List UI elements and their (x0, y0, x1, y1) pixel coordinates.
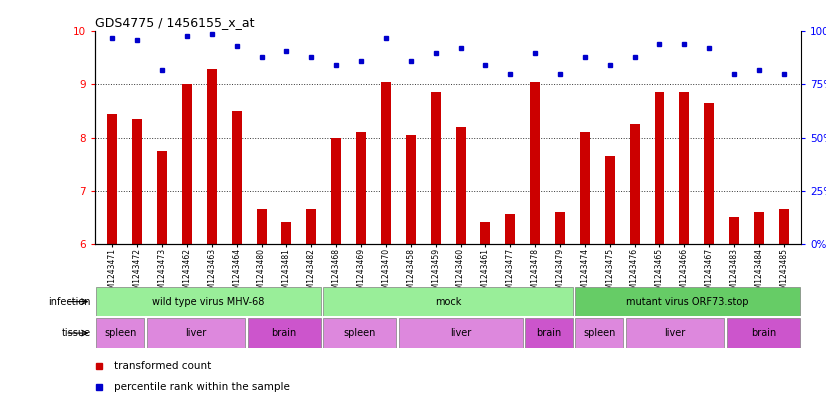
Bar (525, 318, 573, 348)
Bar (727, 318, 800, 348)
Bar (576, 318, 624, 348)
Bar (406, 135, 415, 244)
Text: liver: liver (450, 328, 472, 338)
Bar (654, 92, 664, 244)
Bar (555, 212, 565, 244)
Bar (629, 124, 639, 244)
Text: brain: brain (536, 328, 562, 338)
Text: mutant virus ORF73.stop: mutant virus ORF73.stop (626, 297, 749, 307)
Bar (306, 209, 316, 244)
Bar (157, 151, 167, 244)
Bar (182, 84, 192, 244)
Text: infection: infection (49, 297, 91, 307)
Bar (399, 318, 523, 348)
Bar (257, 209, 267, 244)
Bar (580, 132, 590, 244)
Text: liver: liver (185, 328, 206, 338)
Text: tissue: tissue (62, 328, 91, 338)
Bar (97, 287, 320, 316)
Bar (206, 68, 217, 244)
Bar (481, 222, 491, 244)
Bar (754, 212, 764, 244)
Bar (779, 209, 789, 244)
Text: transformed count: transformed count (114, 361, 211, 371)
Bar (381, 82, 391, 244)
Text: mock: mock (435, 297, 461, 307)
Text: GDS4775 / 1456155_x_at: GDS4775 / 1456155_x_at (95, 16, 254, 29)
Bar (679, 92, 690, 244)
Bar (323, 287, 573, 316)
Text: percentile rank within the sample: percentile rank within the sample (114, 382, 289, 392)
Text: spleen: spleen (583, 328, 615, 338)
Text: wild type virus MHV-68: wild type virus MHV-68 (152, 297, 264, 307)
Bar (132, 119, 142, 244)
Bar (323, 318, 396, 348)
Bar (605, 156, 615, 244)
Bar (248, 318, 320, 348)
Text: liver: liver (664, 328, 686, 338)
Text: spleen: spleen (344, 328, 376, 338)
Bar (232, 111, 242, 244)
Text: brain: brain (751, 328, 776, 338)
Bar (705, 103, 714, 244)
Bar (530, 82, 540, 244)
Bar (729, 217, 739, 244)
Bar (430, 92, 440, 244)
Bar (576, 287, 800, 316)
Bar (282, 222, 292, 244)
Bar (331, 138, 341, 244)
Bar (147, 318, 245, 348)
Bar (97, 318, 145, 348)
Bar (626, 318, 724, 348)
Bar (456, 127, 466, 244)
Bar (107, 114, 117, 244)
Text: spleen: spleen (104, 328, 136, 338)
Bar (356, 132, 366, 244)
Bar (506, 215, 515, 244)
Text: brain: brain (272, 328, 297, 338)
